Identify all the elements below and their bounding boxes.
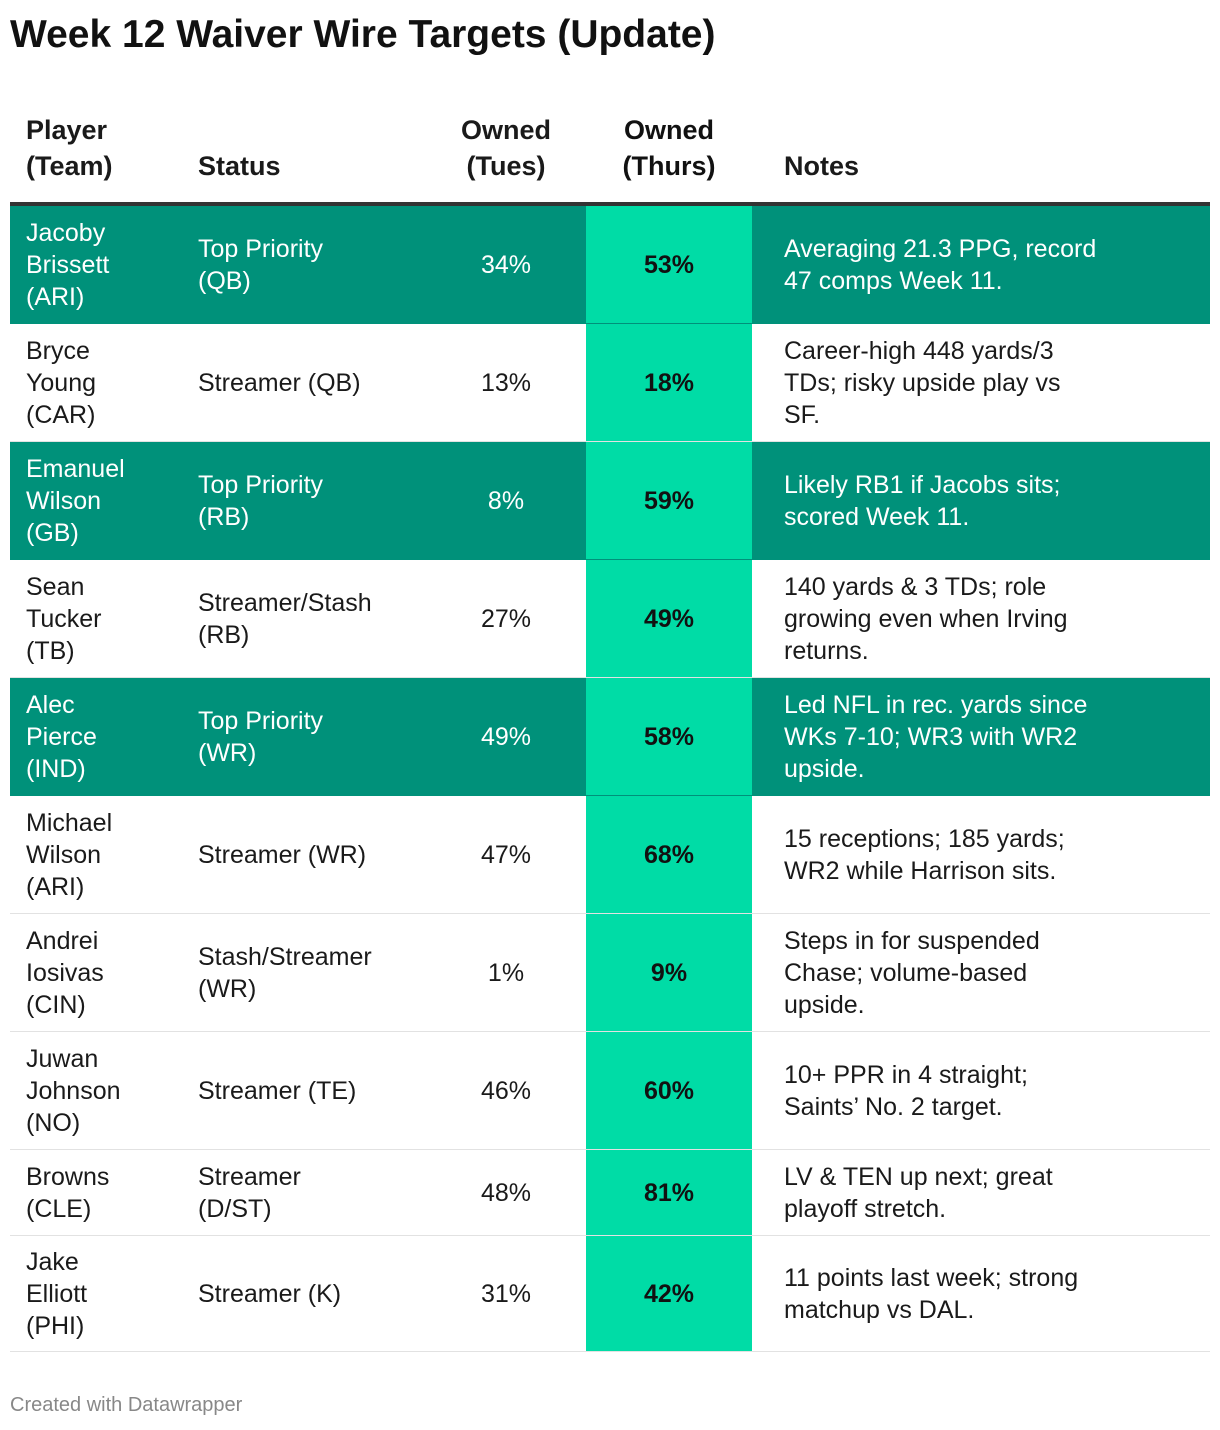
owned-thurs-cell: 53% [643,250,695,279]
status-cell: Streamer (WR) [198,840,367,869]
owned-thurs-cell: 68% [643,840,695,869]
header-owned-tues: Owned (Tues) [460,115,551,181]
player-cell: Michael Wilson (ARI) [26,808,113,901]
status-cell: Streamer (QB) [198,368,361,397]
accent-column-cell [586,1150,752,1235]
owned-tues-cell: 46% [480,1076,532,1105]
player-cell: Alec Pierce (IND) [26,690,97,783]
table-row: Andrei Iosivas (CIN) Stash/Streamer (WR) 1% 9%… [10,914,1210,1032]
notes-cell: 15 receptions; 185 yards; WR2 while Harri… [784,824,1065,885]
owned-thurs-cell: 42% [643,1279,695,1308]
owned-thurs-cell: 9% [650,958,688,987]
status-cell: Streamer (K) [198,1279,342,1308]
player-cell: Andrei Iosivas (CIN) [26,926,104,1019]
waiver-table: Player (Team) Status Owned (Tues) Owned (Th… [10,100,1210,1352]
accent-column-cell [586,206,752,323]
notes-cell: 140 yards & 3 TDs; role growing even when… [784,572,1068,665]
header-player: Player (Team) [26,115,113,181]
header-owned-thurs: Owned (Thurs) [622,115,716,181]
owned-thurs-cell: 58% [643,722,695,751]
table-row: Emanuel Wilson (GB) Top Priority (RB) 8% 59% Li… [10,442,1210,560]
owned-thurs-cell: 81% [643,1178,695,1207]
accent-column-cell [586,796,752,913]
player-cell: Juwan Johnson (NO) [26,1044,121,1137]
owned-thurs-cell: 49% [643,604,695,633]
status-cell: Stash/Streamer (WR) [198,942,372,1003]
notes-cell: 10+ PPR in 4 straight; Saints’ No. 2 targ… [784,1060,1028,1121]
owned-tues-cell: 27% [480,604,532,633]
owned-thurs-cell: 60% [643,1076,695,1105]
owned-tues-cell: 48% [480,1178,532,1207]
accent-column-cell [586,678,752,795]
header-status: Status [198,151,281,181]
accent-column-cell [586,1236,752,1351]
accent-column-cell [586,324,752,441]
player-cell: Jake Elliott (PHI) [26,1247,88,1340]
owned-tues-cell: 47% [480,840,532,869]
table-row: Browns (CLE) Streamer (D/ST) 48% 81% LV & TEN … [10,1150,1210,1236]
accent-column-cell [586,1032,752,1149]
table-row: Alec Pierce (IND) Top Priority (WR) 49% 58% Led… [10,678,1210,796]
table-row: Jacoby Brissett (ARI) Top Priority (QB) 34% 53… [10,206,1210,324]
owned-tues-cell: 31% [480,1279,532,1308]
table-row: Jake Elliott (PHI) Streamer (K) 31% 42% 11 poi… [10,1236,1210,1352]
status-cell: Top Priority (WR) [198,706,324,767]
table-row: Michael Wilson (ARI) Streamer (WR) 47% 68% 15 … [10,796,1210,914]
owned-tues-cell: 13% [480,368,532,397]
owned-thurs-cell: 18% [643,368,695,397]
credit-footer: Created with Datawrapper [10,1394,243,1416]
player-cell: Jacoby Brissett (ARI) [26,218,110,311]
accent-column-cell [586,914,752,1031]
header-notes: Notes [784,151,860,181]
accent-column-cell [586,442,752,559]
chart-title: Week 12 Waiver Wire Targets (Update) [10,13,716,56]
accent-column-cell [586,560,752,677]
table-row: Juwan Johnson (NO) Streamer (TE) 46% 60% 10+ P… [10,1032,1210,1150]
status-cell: Streamer (D/ST) [198,1162,301,1223]
player-cell: Emanuel Wilson (GB) [26,454,125,547]
notes-cell: Averaging 21.3 PPG, record 47 comps Week … [784,234,1097,295]
owned-thurs-cell: 59% [643,486,695,515]
player-cell: Browns (CLE) [26,1162,110,1223]
owned-tues-cell: 1% [487,958,525,987]
table-body: Jacoby Brissett (ARI) Top Priority (QB) 34% 53… [10,206,1210,1352]
notes-cell: Career-high 448 yards/3 TDs; risky upside… [784,336,1061,429]
table-row: Sean Tucker (TB) Streamer/Stash (RB) 27% 49% 14… [10,560,1210,678]
status-cell: Top Priority (RB) [198,470,324,531]
status-cell: Streamer (TE) [198,1076,357,1105]
status-cell: Streamer/Stash (RB) [198,588,372,649]
owned-tues-cell: 49% [480,722,532,751]
table-header: Player (Team) Status Owned (Tues) Owned (Th… [10,100,1210,206]
owned-tues-cell: 34% [480,250,532,279]
notes-cell: LV & TEN up next; great playoff stretch. [784,1162,1053,1223]
player-cell: Bryce Young (CAR) [26,336,96,429]
status-cell: Top Priority (QB) [198,234,324,295]
player-cell: Sean Tucker (TB) [26,572,102,665]
notes-cell: Likely RB1 if Jacobs sits; scored Week 11… [784,470,1061,531]
notes-cell: 11 points last week; strong matchup vs DA… [784,1263,1079,1324]
notes-cell: Steps in for suspended Chase; volume-base… [784,926,1040,1019]
notes-cell: Led NFL in rec. yards since WKs 7-10; WR3… [784,690,1088,783]
table-row: Bryce Young (CAR) Streamer (QB) 13% 18% Career… [10,324,1210,442]
owned-tues-cell: 8% [487,486,525,515]
